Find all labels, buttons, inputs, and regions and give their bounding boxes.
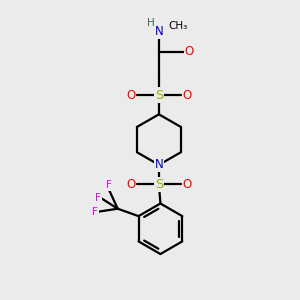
- Text: F: F: [92, 207, 98, 217]
- Text: F: F: [106, 180, 112, 190]
- Text: F: F: [95, 193, 101, 203]
- Text: H: H: [147, 18, 154, 28]
- Text: O: O: [126, 178, 135, 191]
- Text: N: N: [154, 25, 163, 38]
- Text: S: S: [155, 178, 163, 191]
- Text: O: O: [182, 178, 192, 191]
- Text: S: S: [155, 88, 163, 101]
- Text: O: O: [182, 88, 192, 101]
- Text: N: N: [154, 158, 163, 171]
- Text: O: O: [184, 45, 194, 58]
- Text: CH₃: CH₃: [169, 21, 188, 31]
- Text: O: O: [126, 88, 135, 101]
